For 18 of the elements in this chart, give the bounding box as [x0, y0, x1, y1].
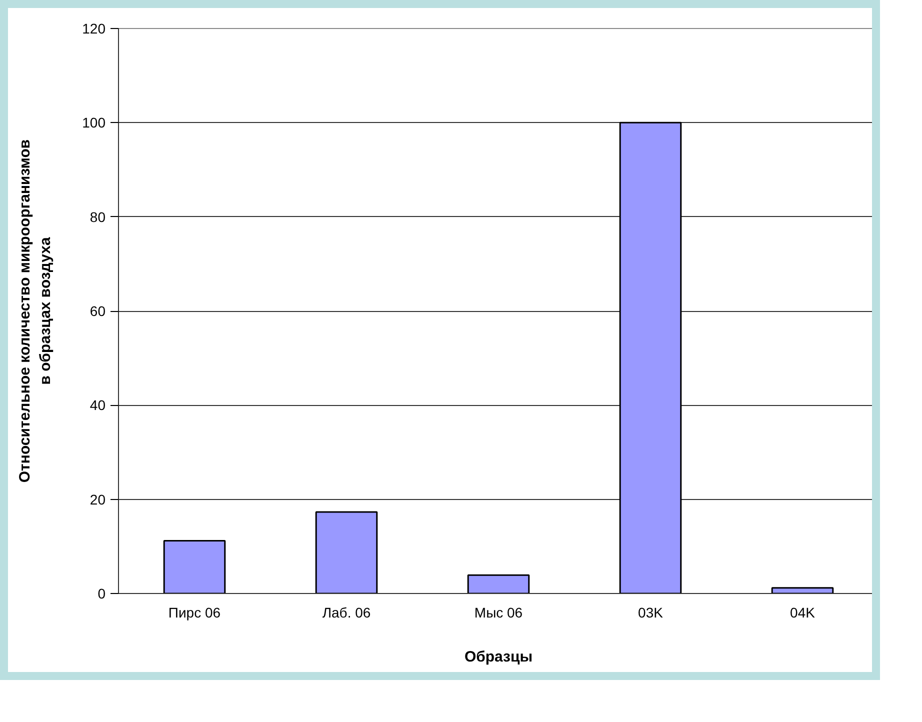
y-tick-label: 80 [90, 208, 106, 225]
y-tick-label: 100 [82, 114, 106, 131]
x-tick-label: Лаб. 06 [322, 604, 371, 620]
x-tick-label: 03K [638, 604, 664, 620]
y-tick-label: 120 [82, 20, 106, 36]
y-tick-label: 0 [98, 586, 106, 602]
bar [771, 587, 834, 594]
x-tick-label: 04K [790, 604, 816, 620]
x-axis-title: Образцы [464, 648, 533, 666]
bar [315, 511, 378, 594]
bar [163, 540, 226, 594]
x-tick-label: Мыс 06 [474, 604, 523, 620]
y-axis-title: Относительное количество микроорганизмов в образцах воздуха [16, 139, 54, 483]
y-tick-label: 20 [90, 491, 106, 508]
x-tick-label: Пирс 06 [168, 604, 221, 620]
bar [467, 574, 530, 594]
y-tick-label: 40 [90, 397, 106, 414]
y-tick-label: 60 [90, 303, 106, 319]
